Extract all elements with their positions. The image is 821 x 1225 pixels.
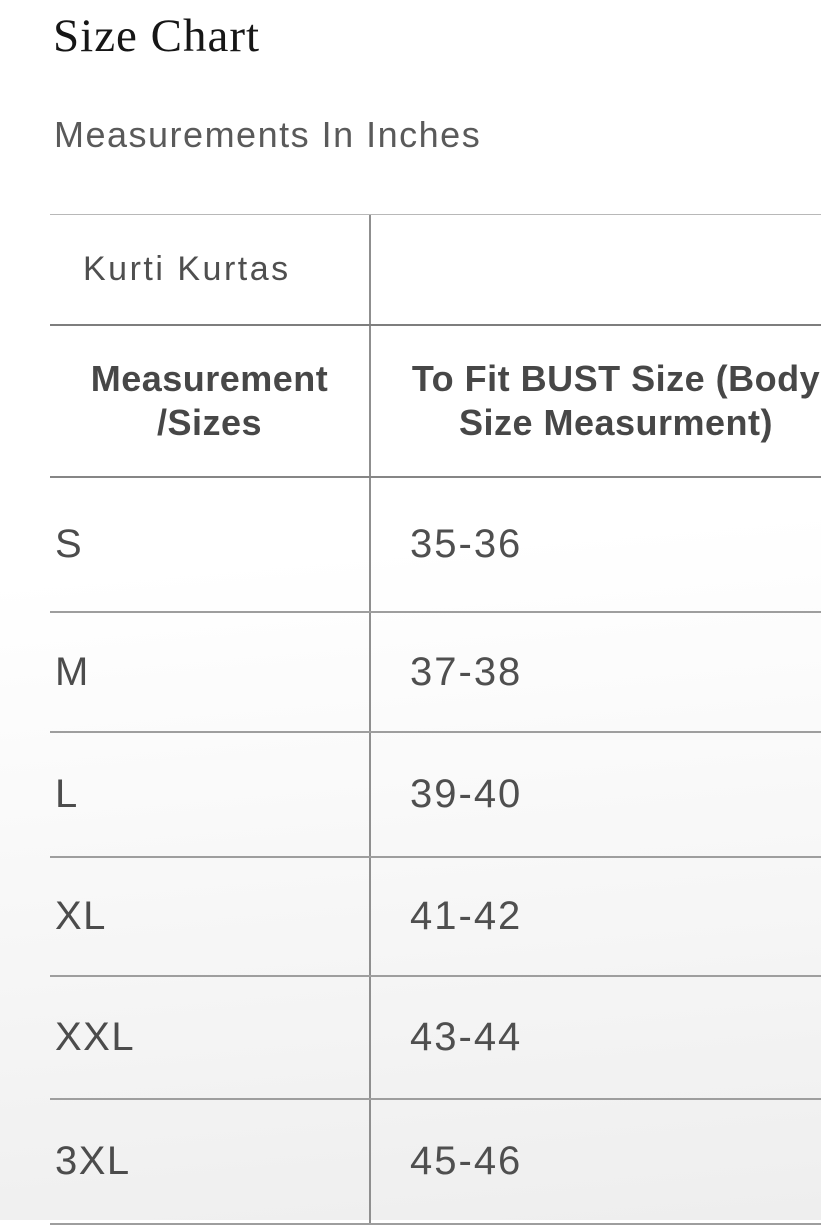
table-row: S 35-36	[50, 478, 821, 613]
bust-cell: 41-42	[410, 894, 523, 938]
page-subtitle: Measurements In Inches	[54, 114, 482, 155]
size-cell: S	[50, 478, 371, 611]
page-title: Size Chart	[53, 10, 261, 62]
bust-cell: 45-46	[410, 1139, 523, 1183]
bust-cell: 39-40	[410, 772, 523, 816]
size-cell: 3XL	[50, 1100, 371, 1223]
table-row: 3XL 45-46	[50, 1100, 821, 1225]
bust-cell: 37-38	[410, 649, 523, 694]
table-group-row: Kurti Kurtas	[50, 215, 821, 326]
table-row: XL 41-42	[50, 858, 821, 977]
bust-cell: 43-44	[410, 1015, 523, 1059]
table-header-row: Measurement /Sizes To Fit BUST Size (Bod…	[50, 326, 821, 478]
column-header-measurement-sizes: Measurement /Sizes	[50, 326, 371, 476]
table-row: M 37-38	[50, 613, 821, 733]
table-row: XXL 43-44	[50, 977, 821, 1100]
group-header-empty-cell	[371, 215, 821, 324]
group-header-cell: Kurti Kurtas	[50, 215, 371, 324]
size-cell: M	[50, 613, 371, 731]
size-cell: XXL	[50, 977, 371, 1098]
bust-cell: 35-36	[410, 522, 523, 566]
size-chart-table: Kurti Kurtas Measurement /Sizes To Fit B…	[50, 214, 821, 1225]
table-row: L 39-40	[50, 733, 821, 858]
size-cell: L	[50, 733, 371, 856]
size-cell: XL	[50, 858, 371, 975]
column-header-bust-size: To Fit BUST Size (Body Size Measurment)	[411, 358, 821, 443]
